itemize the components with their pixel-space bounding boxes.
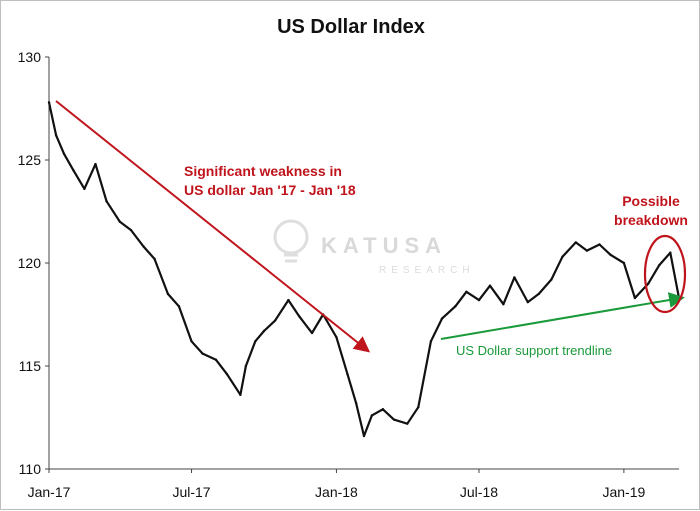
- series-point: [153, 257, 156, 261]
- lightbulb-icon: [273, 219, 309, 263]
- series-point: [488, 284, 492, 287]
- series-point: [622, 261, 626, 265]
- series-point: [214, 358, 218, 362]
- x-tick-label: Jul-18: [460, 484, 498, 500]
- x-tick-label: Jul-17: [172, 484, 210, 500]
- series-point: [550, 278, 553, 281]
- series-point: [201, 352, 204, 355]
- series-points: [47, 101, 681, 438]
- x-tick-label: Jan-18: [315, 484, 358, 500]
- annotation-support-trendline: US Dollar support trendline: [456, 343, 612, 358]
- y-tick-label: 120: [18, 255, 42, 271]
- series-point: [633, 296, 637, 300]
- series-point: [502, 303, 505, 306]
- series-point: [465, 290, 468, 294]
- x-axis-ticks: Jan-17 Jul-17 Jan-18 Jul-18 Jan-19: [28, 469, 645, 500]
- series-point: [142, 245, 145, 248]
- series-point: [166, 292, 170, 296]
- series-point: [440, 317, 444, 320]
- series-point: [526, 300, 529, 304]
- x-tick-label: Jan-17: [28, 484, 71, 500]
- series-point: [262, 329, 266, 333]
- series-point: [477, 298, 481, 302]
- breakdown-ellipse: [643, 234, 687, 314]
- series-point: [239, 393, 242, 397]
- series-point: [244, 364, 248, 368]
- series-point: [129, 228, 133, 232]
- series-point: [585, 249, 589, 252]
- series-point: [513, 276, 516, 279]
- watermark-sub: RESEARCH: [379, 265, 475, 276]
- series-point: [190, 340, 193, 343]
- series-point: [609, 253, 612, 256]
- series-point: [225, 373, 229, 376]
- y-tick-label: 125: [18, 152, 42, 168]
- series-point: [273, 319, 277, 322]
- series-point: [105, 200, 108, 203]
- support-trendline-arrow: [440, 292, 685, 340]
- series-point: [381, 408, 385, 411]
- series-point: [392, 418, 396, 421]
- series-point: [298, 315, 301, 318]
- series-point: [335, 335, 338, 339]
- series-point: [669, 251, 672, 254]
- y-tick-label: 110: [19, 461, 42, 477]
- annotation-breakdown-line2: breakdown: [614, 212, 688, 228]
- series-point: [574, 241, 578, 244]
- series-point: [429, 340, 433, 343]
- series-point: [47, 101, 51, 104]
- series-point: [72, 169, 75, 172]
- series-point: [177, 305, 181, 308]
- chart-title: US Dollar Index: [277, 16, 425, 38]
- series-point: [561, 255, 564, 259]
- series-point: [647, 282, 650, 285]
- series-point: [362, 434, 366, 438]
- series-line: [47, 102, 681, 438]
- series-point: [118, 220, 122, 223]
- series-point: [310, 331, 314, 335]
- y-axis-ticks: 110 115 120 125 130: [18, 49, 49, 477]
- watermark-brand: KATUSA: [321, 233, 447, 258]
- annotation-breakdown-line1: Possible: [622, 193, 680, 209]
- x-tick-label: Jan-19: [602, 484, 645, 500]
- series-point: [287, 298, 290, 302]
- watermark: KATUSA RESEARCH: [273, 219, 475, 276]
- series-point: [406, 422, 409, 425]
- series-point: [598, 243, 601, 246]
- series-point: [354, 401, 358, 405]
- series-point: [346, 373, 349, 376]
- series-point: [454, 305, 457, 308]
- series-point: [417, 406, 420, 409]
- decline-arrow: [55, 100, 371, 353]
- series-point: [54, 134, 58, 137]
- series-point: [537, 292, 541, 296]
- series-point: [254, 340, 257, 343]
- y-tick-label: 115: [19, 358, 42, 374]
- series-point: [83, 187, 86, 191]
- series-point: [62, 152, 66, 156]
- annotation-weakness-line1: Significant weakness in: [184, 163, 342, 179]
- annotation-weakness-line2: US dollar Jan '17 - Jan '18: [184, 182, 356, 198]
- series-point: [94, 162, 97, 166]
- series-point: [370, 414, 374, 417]
- y-tick-label: 130: [18, 49, 42, 65]
- series-point: [658, 263, 661, 267]
